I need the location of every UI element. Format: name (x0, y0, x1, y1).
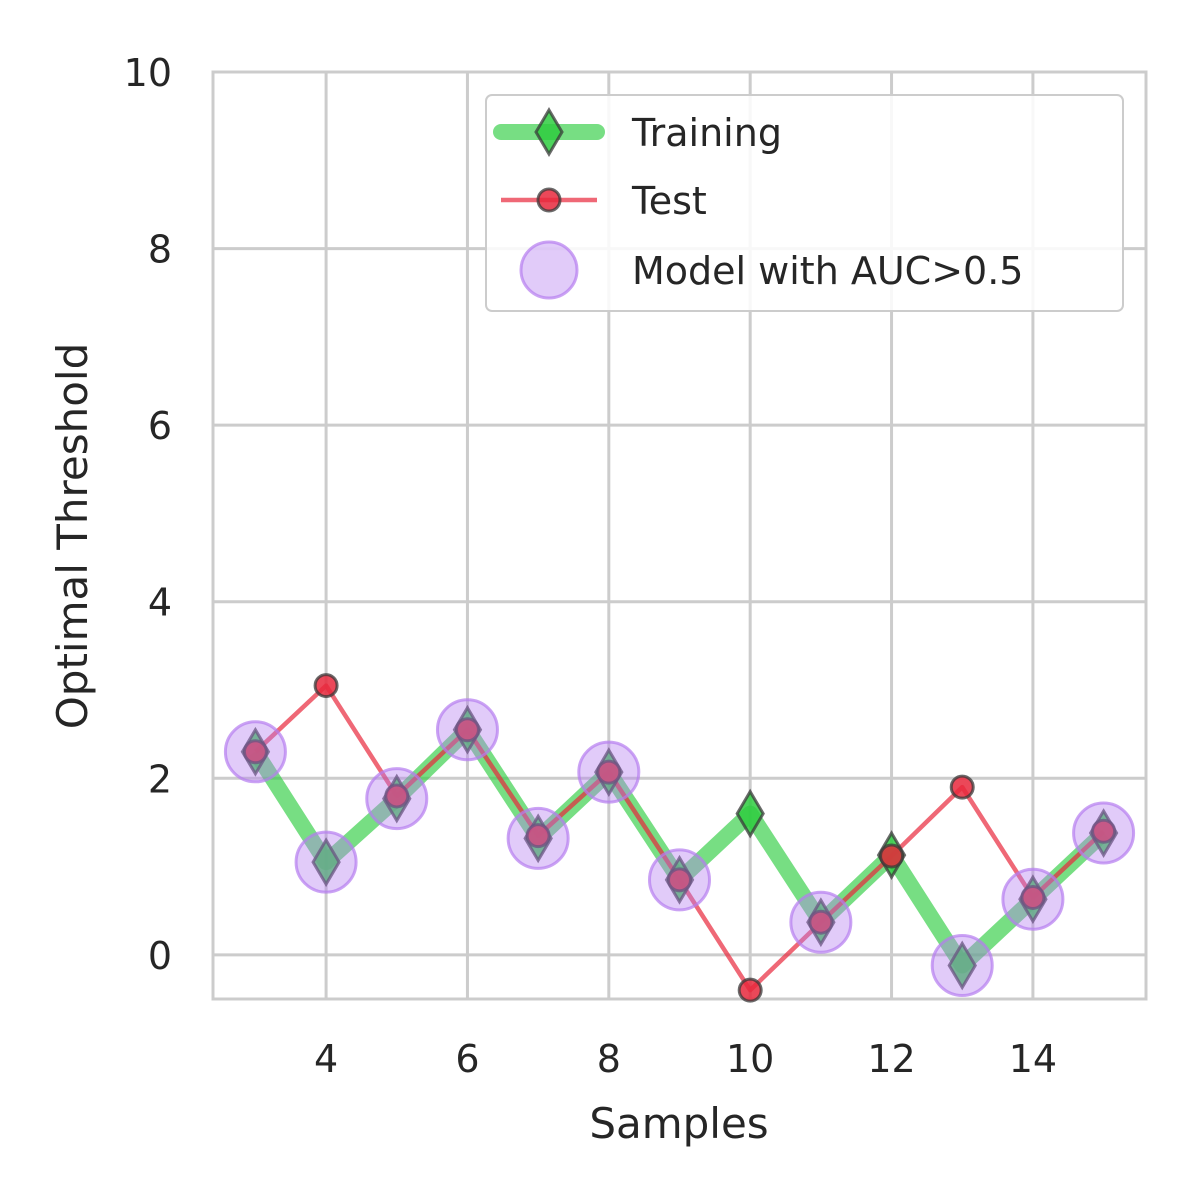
legend-test-marker (536, 187, 562, 213)
y-tick-label: 10 (124, 51, 172, 95)
legend-training-label: Training (631, 111, 782, 155)
auc-marker (506, 806, 570, 870)
legend-auc-label: Model with AUC>0.5 (632, 249, 1024, 293)
training-point (947, 940, 977, 991)
legend-test-label: Test (631, 179, 707, 223)
y-tick-label: 4 (148, 581, 172, 625)
auc-marker (1072, 801, 1136, 865)
x-tick-label: 10 (726, 1037, 774, 1081)
y-tick-label: 0 (148, 934, 172, 978)
test-point (1091, 818, 1117, 844)
test-point (242, 739, 268, 765)
test-point (667, 867, 692, 893)
plot-frame (211, 70, 1148, 1001)
auc-marker (223, 720, 287, 784)
x-tick-label: 8 (597, 1037, 621, 1081)
tick-labels: 4 6 8 10 12 14 0 2 4 6 8 10 (124, 51, 1057, 1081)
training-point (735, 788, 765, 839)
auc-marker (435, 698, 499, 762)
y-axis-title: Optimal Threshold (48, 343, 97, 730)
auc-marker (930, 933, 994, 997)
test-point (808, 909, 834, 935)
legend: Training Test Model with AUC>0.5 (485, 94, 1124, 312)
auc-marker (1001, 867, 1065, 931)
auc-marker (648, 848, 711, 912)
test-point (1020, 884, 1046, 910)
series-layer (223, 673, 1136, 1003)
legend-box (485, 94, 1124, 312)
test-point (454, 717, 480, 743)
test-point (525, 823, 551, 849)
test-point (879, 843, 905, 869)
auc-marker (294, 830, 358, 894)
auc-marker (789, 890, 853, 954)
test-point (949, 774, 975, 800)
x-tick-label: 14 (1009, 1037, 1057, 1081)
y-tick-label: 6 (148, 404, 172, 448)
test-point (384, 783, 410, 809)
auc-marker (365, 767, 429, 831)
x-tick-label: 6 (455, 1037, 479, 1081)
y-tick-label: 8 (148, 228, 172, 272)
training-point (311, 837, 341, 888)
x-tick-label: 12 (867, 1037, 915, 1081)
y-tick-label: 2 (148, 757, 172, 801)
legend-auc-marker (519, 240, 579, 300)
legend-training-marker (534, 107, 564, 157)
x-tick-label: 4 (314, 1037, 338, 1081)
auc-marker (577, 740, 641, 804)
x-axis-title: Samples (589, 1099, 768, 1148)
test-point (737, 977, 763, 1003)
test-point (313, 673, 339, 699)
test-point (596, 759, 622, 785)
